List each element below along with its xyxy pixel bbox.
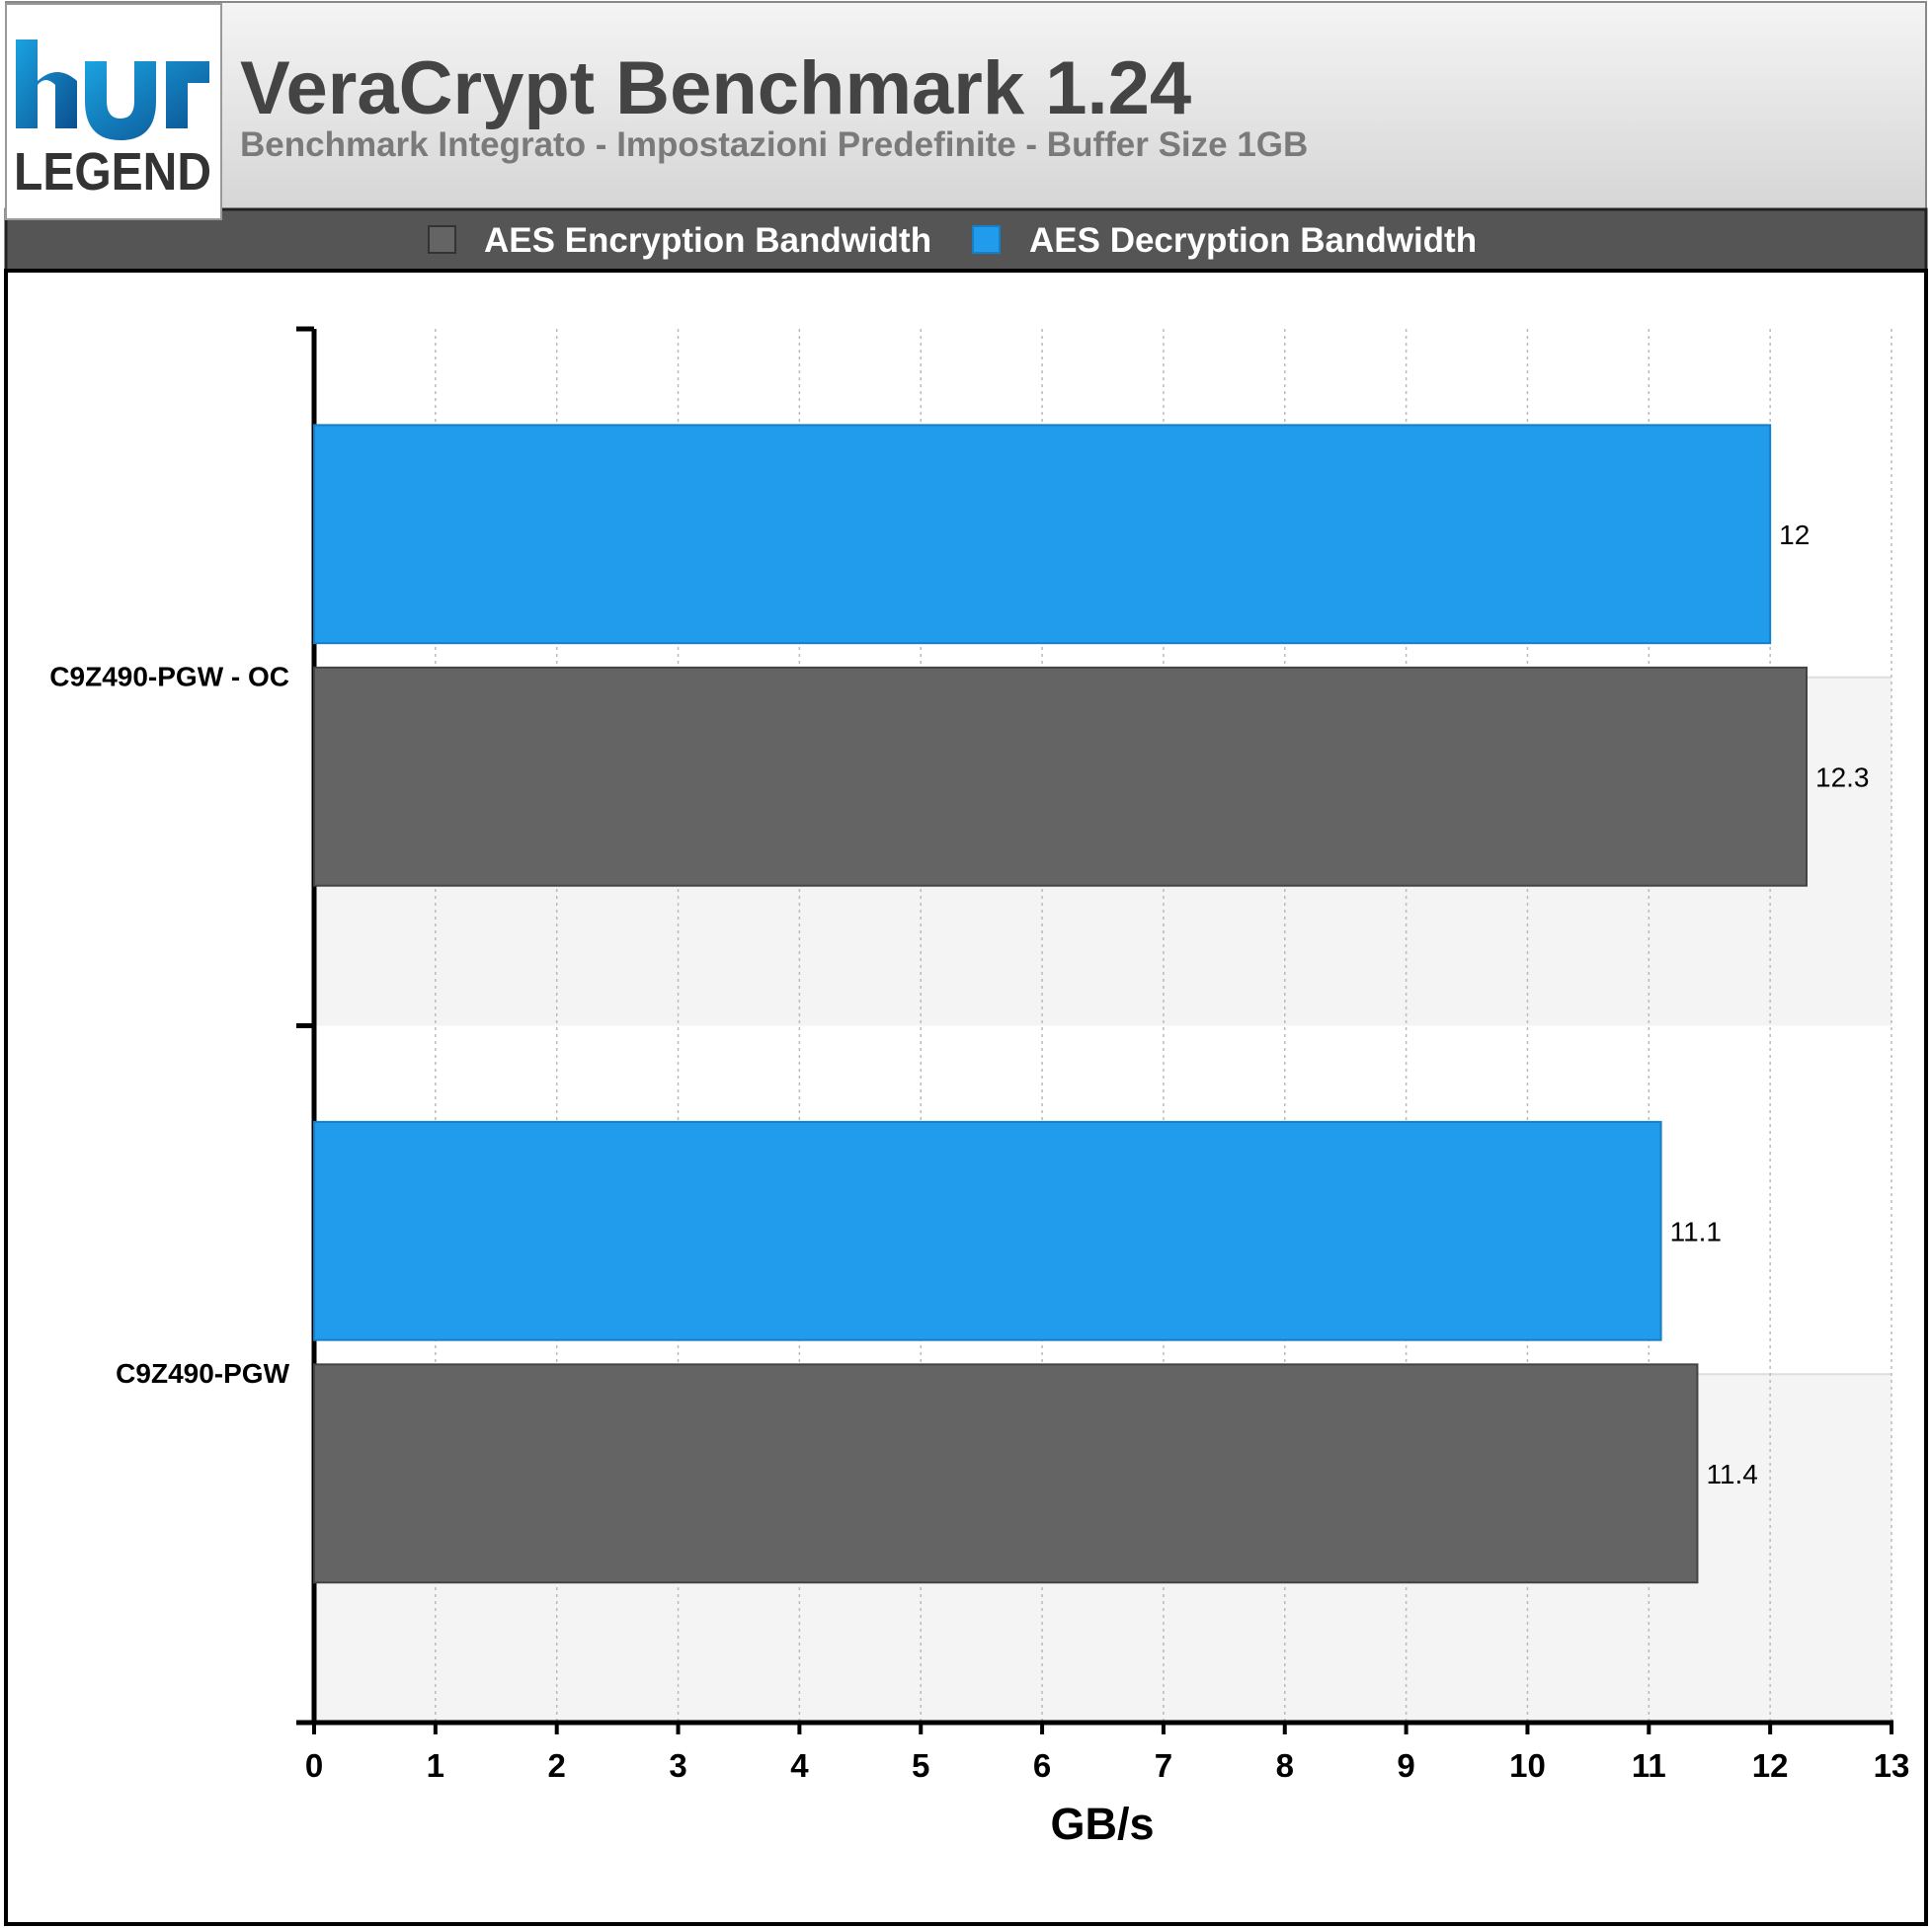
bar xyxy=(313,1120,1662,1341)
x-tick-label: 0 xyxy=(305,1747,323,1784)
value-label: 12 xyxy=(1779,520,1810,550)
x-tick-label: 10 xyxy=(1509,1747,1546,1784)
legend-bar xyxy=(4,207,1928,273)
value-label: 11.1 xyxy=(1670,1216,1722,1246)
x-tick-label: 4 xyxy=(790,1747,809,1784)
x-tick-label: 11 xyxy=(1632,1747,1666,1784)
x-tick-label: 1 xyxy=(427,1747,444,1784)
y-tick-label: C9Z490-PGW xyxy=(116,1358,289,1389)
value-label: 11.4 xyxy=(1706,1459,1757,1489)
x-tick-label: 2 xyxy=(548,1747,566,1784)
legend-label: AES Encryption Bandwidth xyxy=(484,221,931,260)
bar xyxy=(313,1363,1699,1584)
header xyxy=(5,1,1927,210)
x-tick-label: 3 xyxy=(669,1747,686,1784)
x-tick-label: 12 xyxy=(1752,1747,1789,1784)
frame xyxy=(4,269,1928,1926)
value-label: 12.3 xyxy=(1815,762,1870,792)
x-tick-label: 9 xyxy=(1397,1747,1414,1784)
y-tick-label: C9Z490-PGW - OC xyxy=(49,661,289,691)
x-tick-label: 6 xyxy=(1033,1747,1051,1784)
x-tick-label: 8 xyxy=(1276,1747,1294,1784)
x-tick-label: 7 xyxy=(1155,1747,1172,1784)
logo: LEGEND xyxy=(5,3,222,220)
legend-swatch xyxy=(972,225,1001,254)
x-tick-label: 5 xyxy=(912,1747,929,1784)
bar xyxy=(313,424,1772,645)
chart-title: VeraCrypt Benchmark 1.24 xyxy=(240,46,1191,130)
x-tick-label: 13 xyxy=(1874,1747,1910,1784)
chart-subtitle: Benchmark Integrato - Impostazioni Prede… xyxy=(240,125,1308,164)
x-axis-title: GB/s xyxy=(1050,1799,1154,1849)
logo-glyph xyxy=(85,61,209,140)
logo-glyph xyxy=(16,40,77,128)
legend-label: AES Decryption Bandwidth xyxy=(1029,221,1477,260)
logo-text: LEGEND xyxy=(14,142,211,201)
legend-swatch xyxy=(428,225,456,254)
bar xyxy=(313,666,1809,887)
